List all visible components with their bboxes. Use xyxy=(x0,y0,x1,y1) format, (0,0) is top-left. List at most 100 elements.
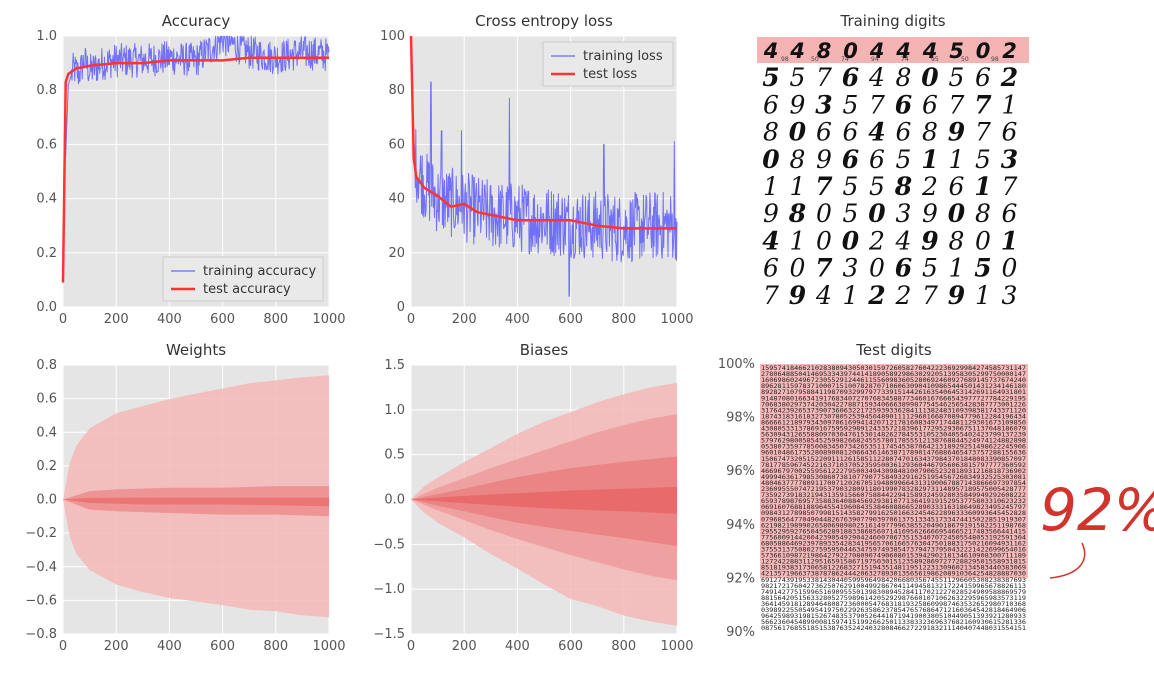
y-tick-label: −0.6 xyxy=(25,593,57,608)
training-digit: 5 xyxy=(843,199,859,228)
training-digit: 0 xyxy=(790,254,806,283)
x-tick-label: 0 xyxy=(407,639,415,654)
training-digit: 1 xyxy=(921,145,938,174)
training-digit: 0 xyxy=(789,118,807,147)
chart-title: Accuracy xyxy=(162,12,231,30)
training-digit: 2 xyxy=(868,226,885,255)
y-tick-label: 100% xyxy=(718,357,755,372)
test-digit-row: 7756009144200423905492904246007067351534… xyxy=(761,533,1026,541)
training-digit: 8 xyxy=(763,118,779,147)
training-digit: 1 xyxy=(1002,90,1018,119)
training-digit: 3 xyxy=(815,90,832,119)
test-digit-row: 9148708016634191768340727076834588773460… xyxy=(761,394,1026,402)
x-tick-label: 1000 xyxy=(312,639,345,654)
training-digit: 5 xyxy=(949,63,965,92)
training-digit: 7 xyxy=(869,90,885,119)
training-digit: 1 xyxy=(975,281,991,310)
test-digit-row: 4804637777809117007120267051948099664313… xyxy=(761,479,1026,487)
chart-panel-1: 0 200 400 600 800 1000 0 20 40 60 80 100 Cross entro… xyxy=(380,12,693,327)
test-digit-row: 4308053313786916759592989124335721839617… xyxy=(761,425,1026,433)
y-tick-label: 40 xyxy=(388,192,405,207)
annotation-92-percent: 92% xyxy=(1040,476,1154,544)
test-digit-row: 1595741846621028380943050301597260582760… xyxy=(761,364,1026,372)
training-digit: 4 xyxy=(868,63,885,92)
training-digit: 3 xyxy=(1001,145,1018,174)
test-digit-row: 2955295927650456289188338685607141695626… xyxy=(761,527,1026,535)
y-tick-label: 90% xyxy=(726,625,755,640)
training-digit: 2 xyxy=(1000,63,1018,92)
y-tick-label: 1.5 xyxy=(384,358,405,373)
series-line-test-loss xyxy=(409,35,677,230)
digit-index-label: 50 xyxy=(961,56,969,63)
training-digit: 3 xyxy=(896,199,912,228)
training-digit: 7 xyxy=(949,90,965,119)
test-digit-row: 0691607688188964554196084353846088665289… xyxy=(761,503,1026,511)
training-digit: 8 xyxy=(975,199,991,228)
legend-box xyxy=(162,256,324,302)
x-tick-label: 200 xyxy=(104,312,129,327)
training-digit: 7 xyxy=(975,118,991,147)
series-line-test-accuracy xyxy=(61,56,329,283)
digit-index-label: 98 xyxy=(991,56,999,63)
legend-label: test loss xyxy=(583,67,637,82)
test-digit-row: 0538073597785008345073426535117454538706… xyxy=(761,443,1026,451)
test-digit-row: 4213571966373878786244420632789301356561… xyxy=(761,570,1026,578)
test-digit-row: 1606986024967230552912446115560983605280… xyxy=(761,376,1026,384)
chart-panel-3: 0 200 400 600 800 1000 −0.8 −0.6 −0.4 −0.2 0.0 0.2 0… xyxy=(25,341,345,654)
x-tick-label: 1000 xyxy=(660,639,693,654)
training-digit: 9 xyxy=(921,226,938,255)
misclassified-region xyxy=(760,364,1028,579)
y-tick-label: 0.0 xyxy=(36,300,57,315)
training-digit: 5 xyxy=(896,145,912,174)
y-tick-label: 80 xyxy=(388,83,405,98)
training-digit: 5 xyxy=(949,39,964,63)
digit-index-label: 95 xyxy=(931,56,939,63)
training-digit: 7 xyxy=(815,172,833,201)
training-digit: 7 xyxy=(763,281,779,310)
y-tick-label: 1.0 xyxy=(384,403,405,418)
training-digit: 0 xyxy=(816,199,832,228)
training-digit: 7 xyxy=(922,281,938,310)
training-digit: 5 xyxy=(762,63,779,92)
legend-label: test accuracy xyxy=(203,282,291,297)
test-digit-row: 0398922550549541975022926358623785476576… xyxy=(761,606,1026,614)
x-tick-label: 1000 xyxy=(660,312,693,327)
training-digit: 6 xyxy=(895,254,912,283)
training-digit: 1 xyxy=(843,281,859,310)
training-digit: 5 xyxy=(869,172,885,201)
training-digit: 7 xyxy=(974,90,992,119)
training-digit: 4 xyxy=(763,39,779,63)
training-digit: 9 xyxy=(790,90,806,119)
training-digit: 4 xyxy=(868,118,885,147)
training-digit: 4 xyxy=(789,39,805,63)
training-digit: 2 xyxy=(1002,39,1017,63)
training-digit: 8 xyxy=(788,199,806,228)
training-digit: 1 xyxy=(790,172,806,201)
training-digit: 4 xyxy=(815,281,832,310)
training-digit: 5 xyxy=(922,254,938,283)
test-digit-row: 3176423926537390736063221725939336284111… xyxy=(761,406,1026,414)
digit-index-label: 74 xyxy=(841,56,849,63)
training-digit: 6 xyxy=(869,145,885,174)
test-digit-row: 9601048617352808900812066436146387178901… xyxy=(761,449,1026,457)
training-digit: 4 xyxy=(869,39,885,63)
y-tick-label: 96% xyxy=(726,464,755,479)
training-digit: 0 xyxy=(869,254,885,283)
training-digit: 6 xyxy=(842,63,859,92)
test-digit-row: 3755313750802759595044634759749385473794… xyxy=(761,546,1026,554)
training-digit: 6 xyxy=(1002,199,1018,228)
legend: training loss test loss xyxy=(542,41,674,87)
y-tick-label: −1.0 xyxy=(373,582,405,597)
y-tick-label: 0.0 xyxy=(384,493,405,508)
y-tick-label: 1.0 xyxy=(36,29,57,44)
training-digit: 8 xyxy=(896,63,912,92)
x-tick-label: 400 xyxy=(505,312,530,327)
y-tick-label: 60 xyxy=(388,137,405,152)
y-tick-label: −1.5 xyxy=(373,627,405,642)
training-digit: 4 xyxy=(895,226,912,255)
x-tick-label: 400 xyxy=(157,312,182,327)
training-digit: 3 xyxy=(843,254,859,283)
x-tick-label: 400 xyxy=(505,639,530,654)
chart-title: Weights xyxy=(166,341,226,359)
test-digit-row: 1874318316183273078052539450489011112960… xyxy=(761,412,1026,420)
